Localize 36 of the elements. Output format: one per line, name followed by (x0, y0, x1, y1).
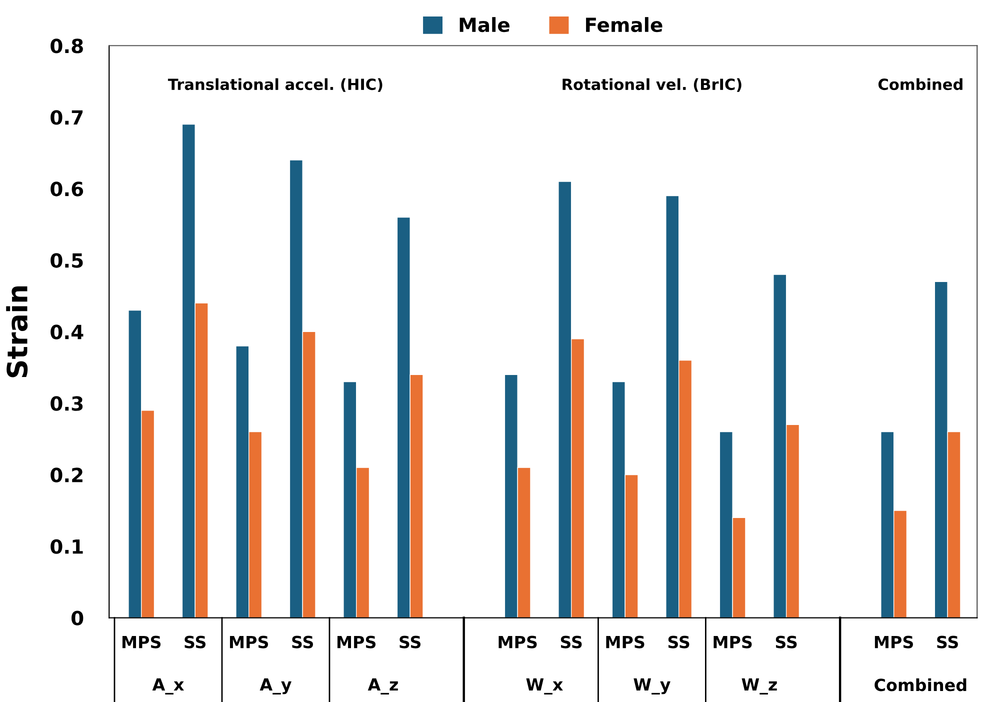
text: A_x (152, 678, 184, 694)
x-tick-label: SS (668, 636, 690, 648)
x-tick-label: SS (400, 636, 421, 648)
x-tick-label: MPS (714, 636, 752, 648)
y-axis-title: Strain (6, 286, 28, 378)
annotation: Combined (878, 78, 962, 90)
text: W_x (526, 678, 563, 694)
text: W_z (742, 678, 777, 694)
x-tick-label: MPS (230, 636, 268, 648)
text: W_y (634, 678, 670, 694)
y-tick-label: 0.2 (50, 468, 82, 482)
y-tick-label: 0.4 (50, 324, 84, 340)
legend-label: Female (586, 17, 662, 32)
y-tick-label: 0.1 (50, 539, 83, 554)
y-tick-label: 0.7 (50, 110, 83, 125)
y-tick-label: 0.6 (50, 182, 84, 196)
x-tick-label: MPS (498, 636, 537, 648)
y-tick-label: 0.3 (50, 396, 83, 411)
y-tick-label: 0.5 (50, 253, 83, 268)
x-tick-label: MPS (874, 636, 913, 648)
x-tick-label: MPS (337, 636, 376, 648)
legend-label: Male (460, 17, 510, 32)
annotation: Translational accel. (HIC) (168, 78, 382, 92)
text: Combined (874, 678, 966, 692)
x-tick-label: SS (292, 636, 314, 648)
text: A_z (368, 678, 398, 694)
annotation: Rotational vel. (BrIC) (562, 78, 742, 92)
text: A_y (260, 678, 292, 694)
y-tick-label: 0 (72, 610, 84, 626)
x-tick-label: SS (184, 636, 206, 648)
x-tick-label: SS (937, 636, 958, 648)
x-tick-label: MPS (606, 636, 644, 648)
x-tick-label: MPS (122, 636, 161, 648)
x-tick-label: SS (560, 636, 582, 648)
y-tick-label: 0.8 (50, 38, 83, 54)
x-tick-label: SS (776, 636, 797, 648)
